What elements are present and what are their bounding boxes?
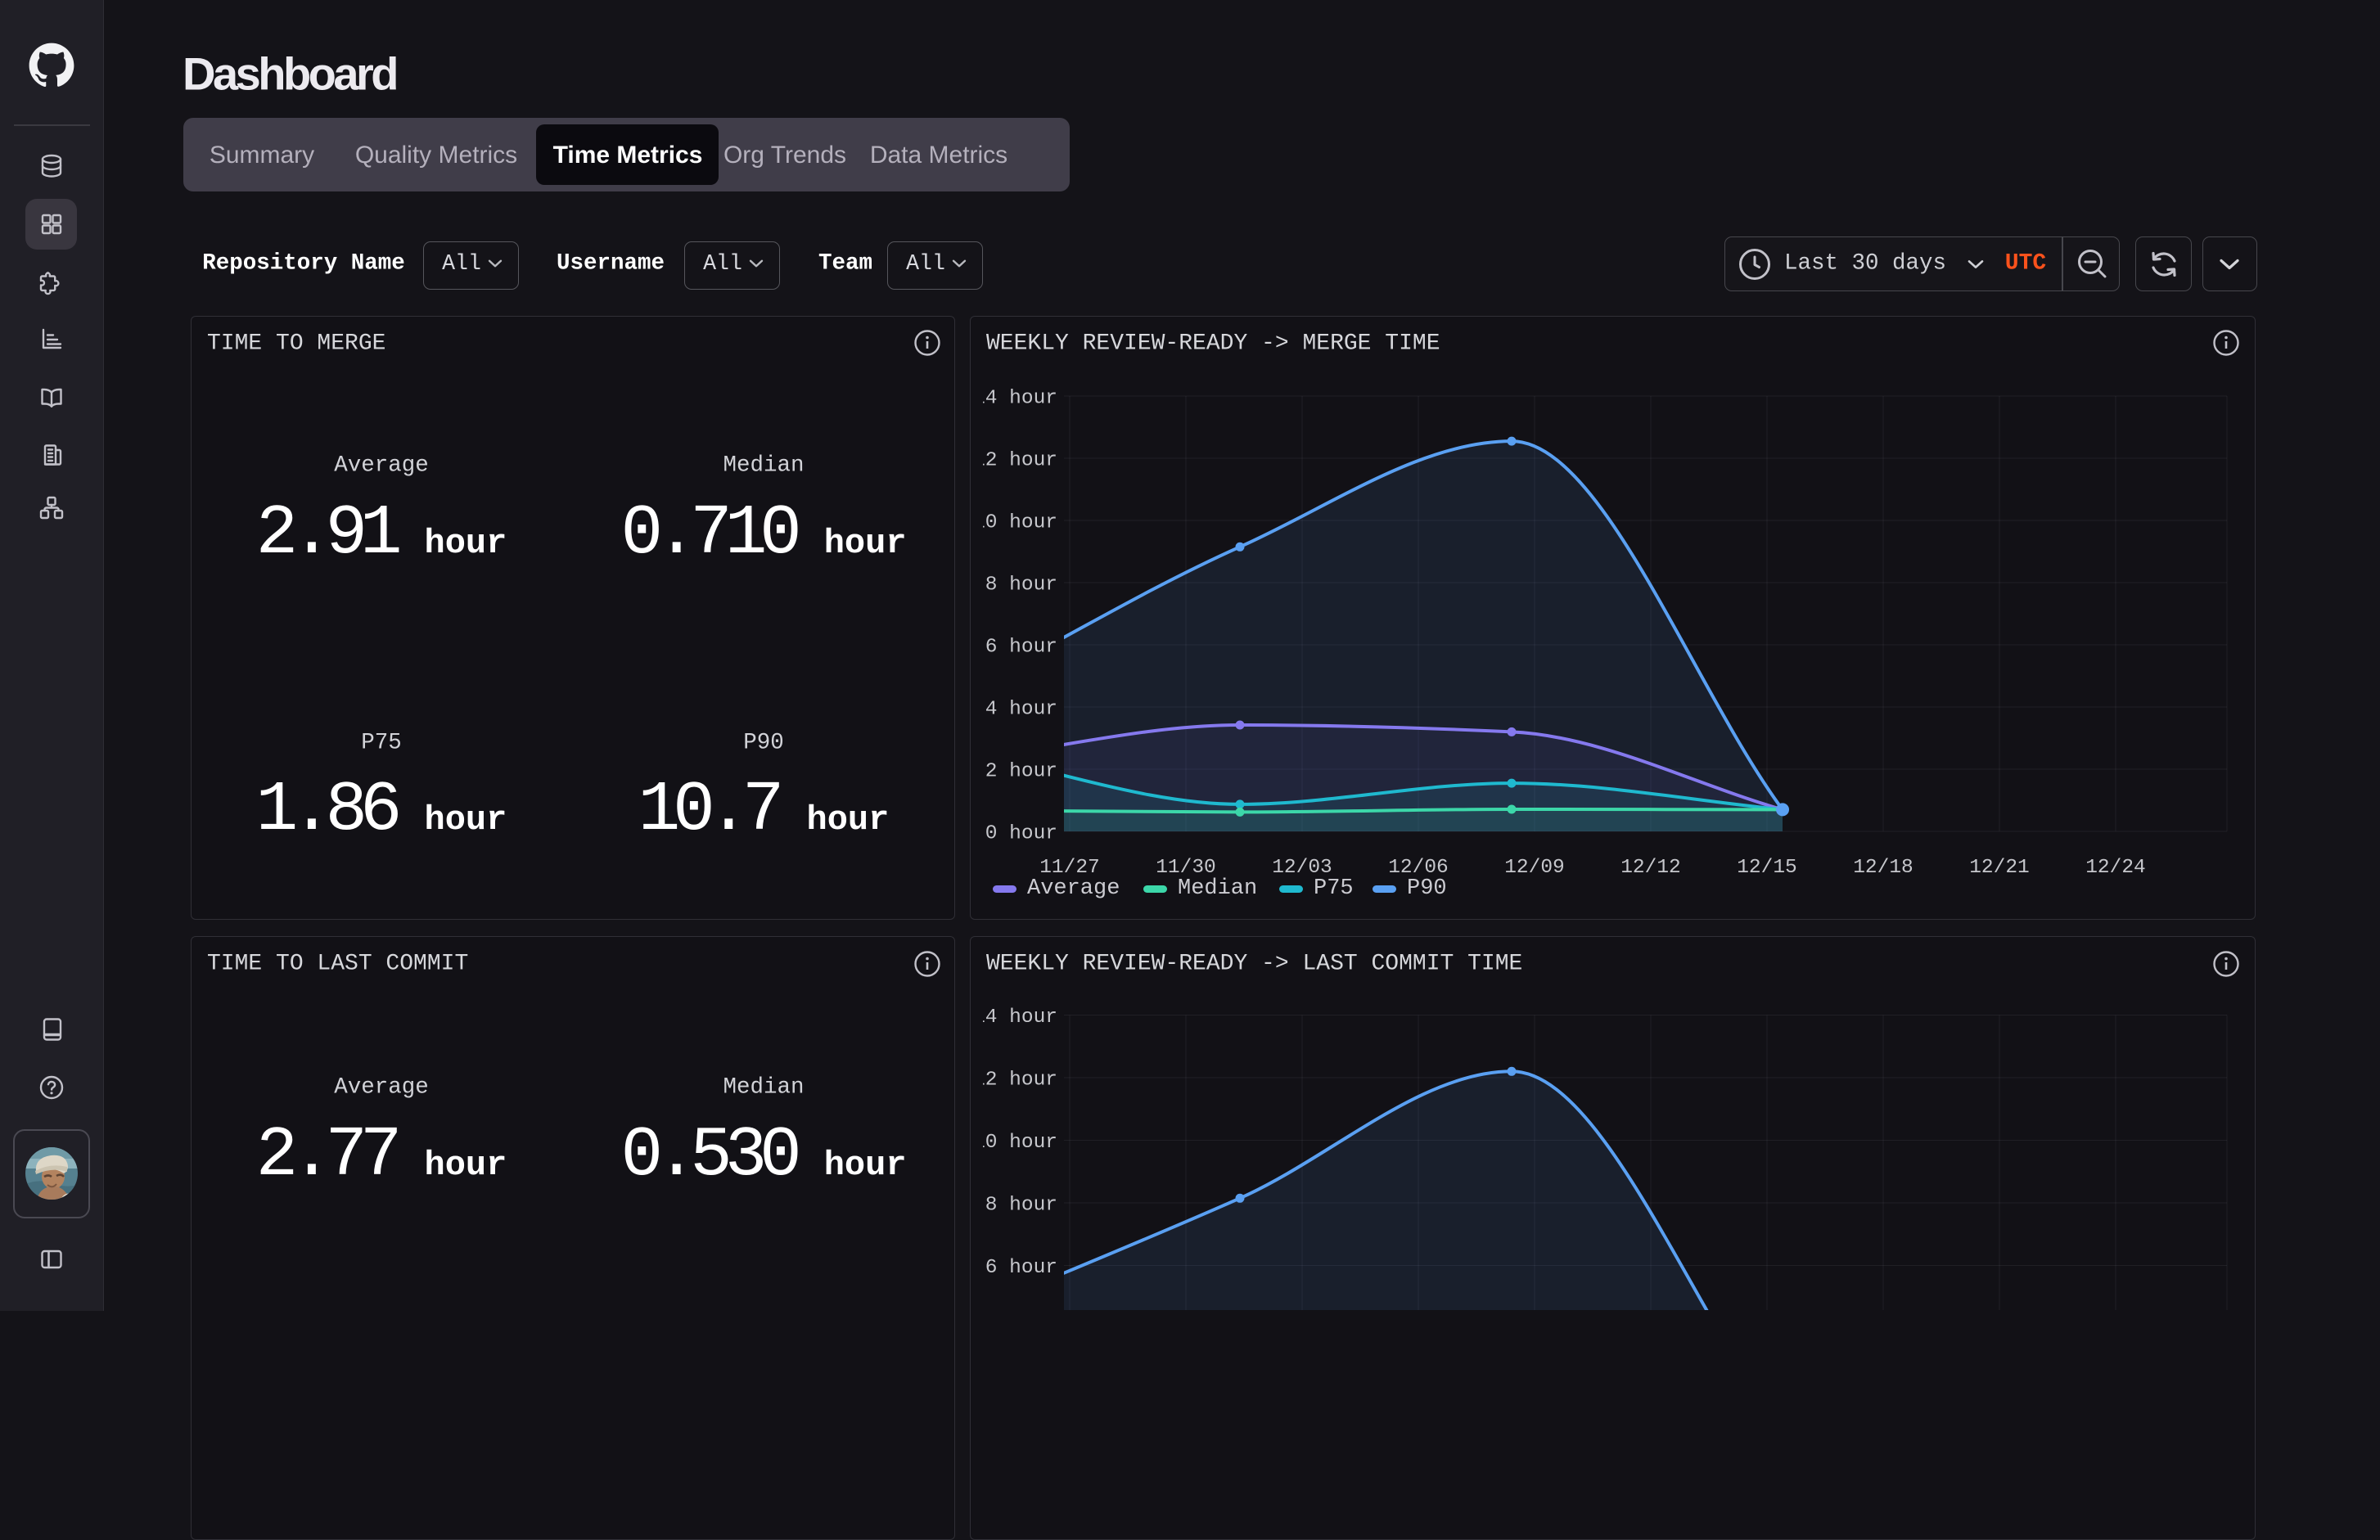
svg-text:12/06: 12/06 bbox=[1388, 857, 1449, 879]
svg-text:14 hour: 14 hour bbox=[973, 388, 1057, 410]
svg-text:10 hour: 10 hour bbox=[973, 512, 1057, 534]
svg-text:12/03: 12/03 bbox=[1272, 857, 1332, 879]
svg-text:12/21: 12/21 bbox=[1969, 857, 2030, 879]
svg-text:12/09: 12/09 bbox=[1504, 857, 1565, 879]
svg-text:8 hour: 8 hour bbox=[985, 574, 1057, 597]
svg-text:11/27: 11/27 bbox=[1039, 857, 1100, 879]
svg-text:2 hour: 2 hour bbox=[985, 761, 1057, 783]
svg-text:11/30: 11/30 bbox=[1156, 857, 1216, 879]
svg-text:12 hour: 12 hour bbox=[973, 450, 1057, 472]
svg-text:12/15: 12/15 bbox=[1737, 857, 1797, 879]
svg-text:12 hour: 12 hour bbox=[973, 1069, 1057, 1092]
svg-text:4 hour: 4 hour bbox=[985, 699, 1057, 721]
svg-text:12/18: 12/18 bbox=[1853, 857, 1913, 879]
svg-text:14 hour: 14 hour bbox=[973, 1006, 1057, 1029]
svg-text:12/12: 12/12 bbox=[1620, 857, 1681, 879]
svg-text:6 hour: 6 hour bbox=[985, 637, 1057, 659]
svg-text:12/24: 12/24 bbox=[2085, 857, 2146, 879]
svg-text:8 hour: 8 hour bbox=[985, 1195, 1057, 1217]
svg-text:6 hour: 6 hour bbox=[985, 1257, 1057, 1279]
svg-text:0 hour: 0 hour bbox=[985, 823, 1057, 845]
svg-text:10 hour: 10 hour bbox=[973, 1132, 1057, 1154]
